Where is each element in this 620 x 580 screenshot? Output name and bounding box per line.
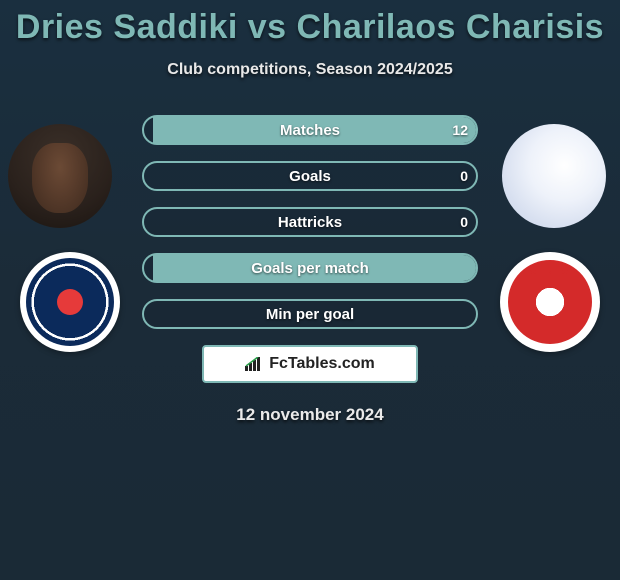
stat-bar-label: Goals bbox=[142, 161, 478, 191]
club-left-badge bbox=[20, 252, 120, 352]
page-title: Dries Saddiki vs Charilaos Charisis bbox=[0, 8, 620, 47]
branding-box: FcTables.com bbox=[202, 345, 418, 383]
stat-bar-value-right: 12 bbox=[452, 115, 468, 145]
page-subtitle: Club competitions, Season 2024/2025 bbox=[0, 61, 620, 79]
stat-bar: Goals per match bbox=[142, 253, 478, 283]
comparison-date: 12 november 2024 bbox=[0, 405, 620, 425]
chart-icon bbox=[245, 357, 263, 371]
stat-bar-value-right: 0 bbox=[460, 207, 468, 237]
stat-bar: Hattricks0 bbox=[142, 207, 478, 237]
stat-bar-label: Matches bbox=[142, 115, 478, 145]
stat-bars-container: Matches12Goals0Hattricks0Goals per match… bbox=[142, 115, 478, 329]
stat-bar: Min per goal bbox=[142, 299, 478, 329]
branding-label: FcTables.com bbox=[269, 355, 375, 373]
stat-bar: Goals0 bbox=[142, 161, 478, 191]
stat-bar-label: Hattricks bbox=[142, 207, 478, 237]
stat-bar-label: Goals per match bbox=[142, 253, 478, 283]
club-right-badge bbox=[500, 252, 600, 352]
comparison-card: Dries Saddiki vs Charilaos Charisis Club… bbox=[0, 0, 620, 580]
stat-bar: Matches12 bbox=[142, 115, 478, 145]
stat-bar-value-right: 0 bbox=[460, 161, 468, 191]
player-right-avatar bbox=[502, 124, 606, 228]
player-left-avatar bbox=[8, 124, 112, 228]
stat-bar-label: Min per goal bbox=[142, 299, 478, 329]
